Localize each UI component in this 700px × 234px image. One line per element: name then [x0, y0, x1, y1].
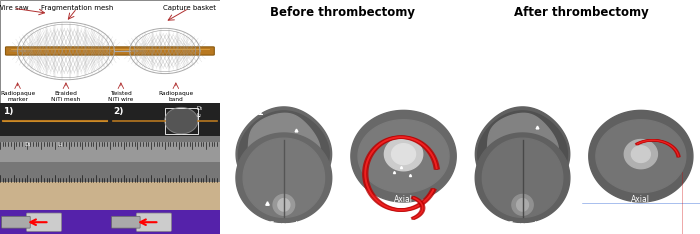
Bar	[165, 108, 198, 134]
Polygon shape	[515, 158, 534, 171]
Polygon shape	[475, 133, 570, 223]
Polygon shape	[589, 110, 693, 202]
Text: Radiopaque
band: Radiopaque band	[158, 91, 193, 102]
Polygon shape	[391, 144, 416, 165]
Bar	[0, 210, 110, 234]
Text: Capture basket: Capture basket	[162, 5, 216, 11]
Bar	[0, 182, 110, 214]
Text: D₁: D₁	[25, 142, 31, 147]
Bar	[110, 182, 220, 214]
Polygon shape	[477, 111, 568, 195]
Text: D₂: D₂	[197, 106, 203, 110]
Polygon shape	[236, 107, 332, 199]
Text: Saggital: Saggital	[268, 195, 300, 204]
Polygon shape	[278, 199, 290, 211]
FancyBboxPatch shape	[27, 213, 62, 231]
Bar	[0, 182, 110, 214]
Text: L₁: L₁	[58, 142, 63, 147]
Polygon shape	[236, 133, 332, 223]
Text: Twisted
NiTi wire: Twisted NiTi wire	[108, 91, 134, 102]
FancyBboxPatch shape	[1, 216, 30, 228]
FancyBboxPatch shape	[6, 47, 214, 55]
Text: 3D Thrombi: 3D Thrombi	[381, 221, 426, 230]
Polygon shape	[631, 146, 650, 162]
Text: Coronal: Coronal	[269, 221, 299, 230]
Polygon shape	[276, 158, 296, 171]
Text: Axial: Axial	[631, 195, 650, 204]
Bar	[110, 103, 220, 136]
Bar	[110, 142, 220, 162]
Bar	[110, 210, 220, 234]
FancyBboxPatch shape	[111, 216, 140, 228]
Text: Radiopaque
marker: Radiopaque marker	[0, 91, 35, 102]
Text: Coronal: Coronal	[508, 221, 538, 230]
Text: After thrombectomy: After thrombectomy	[514, 6, 649, 19]
Bar	[110, 182, 220, 214]
Polygon shape	[248, 113, 320, 189]
Polygon shape	[165, 108, 198, 134]
Polygon shape	[267, 172, 296, 182]
FancyBboxPatch shape	[136, 213, 172, 231]
Polygon shape	[517, 199, 528, 211]
Polygon shape	[487, 113, 559, 189]
Bar	[0, 136, 110, 182]
Text: Saggital: Saggital	[507, 195, 538, 204]
Polygon shape	[512, 194, 533, 215]
Text: Before thrombectomy: Before thrombectomy	[270, 6, 415, 19]
Text: Braided
NiTi mesh: Braided NiTi mesh	[51, 91, 80, 102]
Text: 3D Thrombi: 3D Thrombi	[618, 221, 664, 230]
Text: 1): 1)	[4, 107, 14, 116]
Polygon shape	[239, 111, 329, 195]
Polygon shape	[482, 138, 563, 217]
Polygon shape	[358, 120, 449, 193]
Text: 2): 2)	[113, 107, 124, 116]
Polygon shape	[384, 137, 423, 171]
Polygon shape	[273, 194, 295, 215]
Bar	[0, 103, 110, 136]
Text: Case 1: Case 1	[230, 108, 264, 117]
Polygon shape	[351, 110, 456, 202]
Polygon shape	[506, 172, 534, 182]
Bar	[0, 142, 110, 162]
Polygon shape	[624, 139, 657, 169]
Text: Axial: Axial	[394, 195, 413, 204]
Text: Wire saw: Wire saw	[0, 5, 29, 11]
Polygon shape	[475, 107, 570, 199]
Bar	[110, 136, 220, 182]
Text: L₂: L₂	[197, 113, 202, 118]
Text: Fragmentation mesh: Fragmentation mesh	[41, 5, 113, 11]
Polygon shape	[596, 120, 686, 193]
Polygon shape	[243, 138, 325, 217]
